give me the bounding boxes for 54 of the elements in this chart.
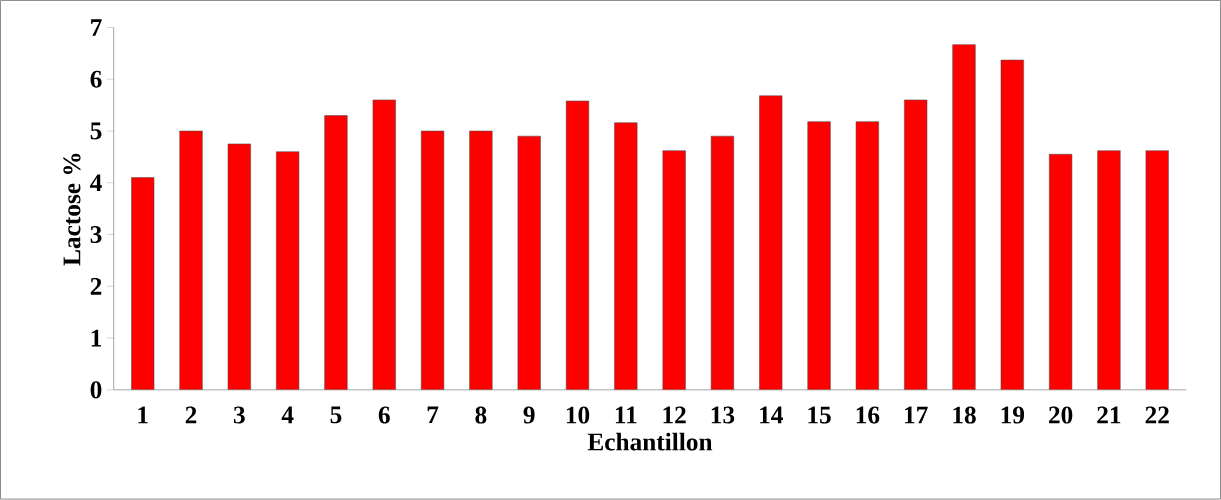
- bar: [662, 150, 686, 391]
- bar: [179, 130, 203, 391]
- x-tick-label: 8: [475, 406, 487, 424]
- x-tick-label: 21: [1097, 406, 1121, 424]
- x-tick-label: 6: [378, 406, 390, 424]
- x-tick-label: 10: [566, 406, 590, 424]
- x-tick-label: 5: [330, 406, 342, 424]
- bar: [614, 122, 638, 391]
- x-tick-label: 7: [427, 406, 439, 424]
- bar: [276, 151, 300, 391]
- x-tick-label: 19: [1001, 406, 1025, 424]
- bar: [807, 121, 831, 391]
- bar: [1145, 150, 1169, 391]
- bar: [904, 99, 928, 391]
- x-tick-label: 16: [856, 406, 880, 424]
- bar: [759, 95, 783, 391]
- x-tick-label: 4: [281, 406, 294, 424]
- y-tick-label: 6: [90, 70, 102, 88]
- x-tick-label: 17: [905, 406, 928, 424]
- x-tick-label: 12: [663, 406, 686, 424]
- x-tick-label: 9: [523, 406, 535, 424]
- bar: [420, 130, 445, 391]
- y-tick-label: 0: [90, 381, 102, 399]
- bar: [324, 115, 348, 391]
- bar: [469, 130, 493, 391]
- x-tick-label: 11: [615, 406, 637, 424]
- x-tick-label: 20: [1049, 406, 1073, 424]
- x-tick-label: 13: [711, 406, 735, 424]
- bar: [517, 136, 541, 391]
- x-tick-label: 14: [760, 406, 783, 424]
- bar: [227, 143, 251, 391]
- y-tick-label: 3: [90, 226, 102, 244]
- bar: [372, 99, 396, 391]
- x-tick-label: 2: [185, 406, 197, 424]
- bar: [855, 121, 879, 391]
- bar: [565, 100, 590, 391]
- x-tick-label: 3: [233, 406, 245, 424]
- x-tick-label: 15: [808, 406, 831, 424]
- y-tick-label: 4: [90, 174, 102, 192]
- x-tick-label: 22: [1145, 406, 1169, 424]
- bar: [710, 136, 735, 391]
- y-tick-label: 1: [91, 329, 102, 347]
- x-tick-label: 18: [953, 406, 976, 424]
- bar: [1000, 60, 1024, 391]
- y-tick-label: 7: [91, 19, 102, 36]
- bar: [952, 44, 976, 391]
- bar: [1097, 150, 1121, 391]
- y-tick-label: 2: [90, 278, 102, 295]
- x-axis-title: Echantillon: [587, 432, 713, 451]
- y-axis-title: Lactose %: [63, 153, 81, 266]
- y-tick-label: 5: [90, 122, 102, 140]
- x-tick-label: 1: [138, 406, 148, 424]
- bar: [131, 177, 155, 391]
- bar: [1049, 154, 1073, 391]
